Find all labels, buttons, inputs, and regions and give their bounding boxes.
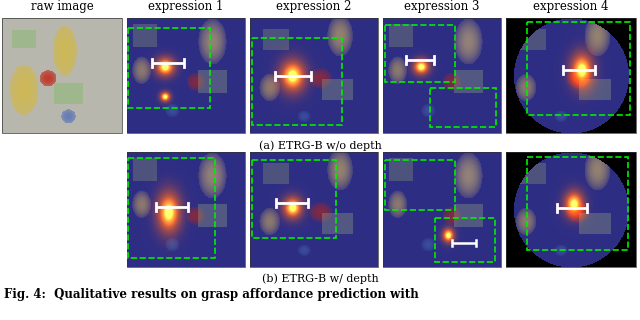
Bar [250, 18, 378, 133]
Bar [383, 18, 501, 133]
Bar [385, 160, 455, 210]
Bar [527, 22, 630, 115]
Bar [128, 158, 215, 258]
Text: (a) ETRG-B w/o depth: (a) ETRG-B w/o depth [259, 140, 381, 151]
Text: (b) ETRG-B w/ depth: (b) ETRG-B w/ depth [262, 273, 378, 284]
Bar [435, 218, 495, 262]
Bar [252, 160, 336, 238]
Bar [127, 18, 245, 133]
Text: raw image: raw image [31, 0, 93, 13]
Bar [2, 18, 122, 133]
Bar [250, 152, 378, 267]
Bar [127, 152, 245, 267]
Bar [506, 152, 636, 267]
Bar [383, 152, 501, 267]
Bar [128, 28, 210, 108]
Text: expression 2: expression 2 [276, 0, 352, 13]
Bar [430, 88, 496, 127]
Bar [385, 25, 455, 82]
Bar [252, 38, 342, 125]
Bar [506, 18, 636, 133]
Text: Fig. 4:  Qualitative results on grasp affordance prediction with: Fig. 4: Qualitative results on grasp aff… [4, 288, 419, 301]
Text: expression 4: expression 4 [533, 0, 609, 13]
Text: expression 3: expression 3 [404, 0, 480, 13]
Text: expression 1: expression 1 [148, 0, 224, 13]
Bar [527, 157, 628, 250]
